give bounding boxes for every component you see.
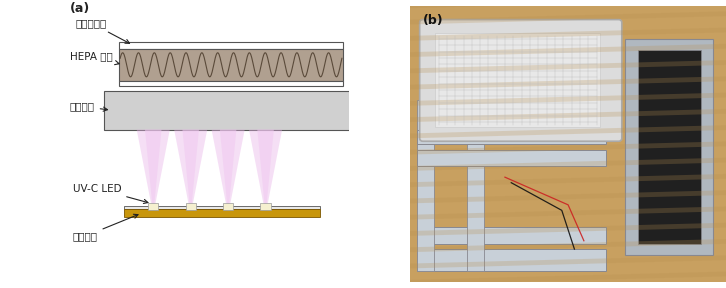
Polygon shape [211, 130, 245, 204]
FancyBboxPatch shape [118, 81, 343, 86]
Polygon shape [145, 130, 161, 204]
FancyBboxPatch shape [417, 249, 606, 271]
Text: UV-C LED: UV-C LED [73, 184, 148, 203]
FancyBboxPatch shape [417, 149, 606, 166]
FancyBboxPatch shape [410, 6, 726, 282]
FancyBboxPatch shape [148, 203, 158, 210]
FancyBboxPatch shape [625, 39, 714, 255]
FancyBboxPatch shape [105, 91, 358, 130]
Polygon shape [182, 130, 199, 204]
FancyBboxPatch shape [223, 203, 233, 210]
FancyBboxPatch shape [417, 100, 434, 271]
FancyBboxPatch shape [118, 49, 343, 81]
Polygon shape [136, 130, 170, 204]
FancyBboxPatch shape [118, 42, 343, 49]
FancyBboxPatch shape [417, 227, 606, 244]
Text: 프로파일: 프로파일 [70, 102, 107, 111]
Text: (b): (b) [423, 14, 444, 27]
Text: HEPA 필터: HEPA 필터 [70, 51, 119, 65]
FancyBboxPatch shape [124, 206, 320, 209]
Polygon shape [220, 130, 237, 204]
Text: 필터지지대: 필터지지대 [76, 18, 129, 43]
Polygon shape [257, 130, 274, 204]
Polygon shape [174, 130, 207, 204]
FancyBboxPatch shape [186, 203, 196, 210]
FancyBboxPatch shape [436, 33, 600, 127]
Text: 워터쿨러: 워터쿨러 [73, 214, 138, 241]
FancyBboxPatch shape [261, 203, 271, 210]
FancyBboxPatch shape [420, 20, 621, 141]
FancyBboxPatch shape [124, 209, 320, 217]
FancyBboxPatch shape [637, 50, 701, 244]
Polygon shape [249, 130, 282, 204]
Text: (a): (a) [70, 1, 90, 14]
FancyBboxPatch shape [467, 100, 484, 271]
FancyBboxPatch shape [417, 130, 606, 144]
